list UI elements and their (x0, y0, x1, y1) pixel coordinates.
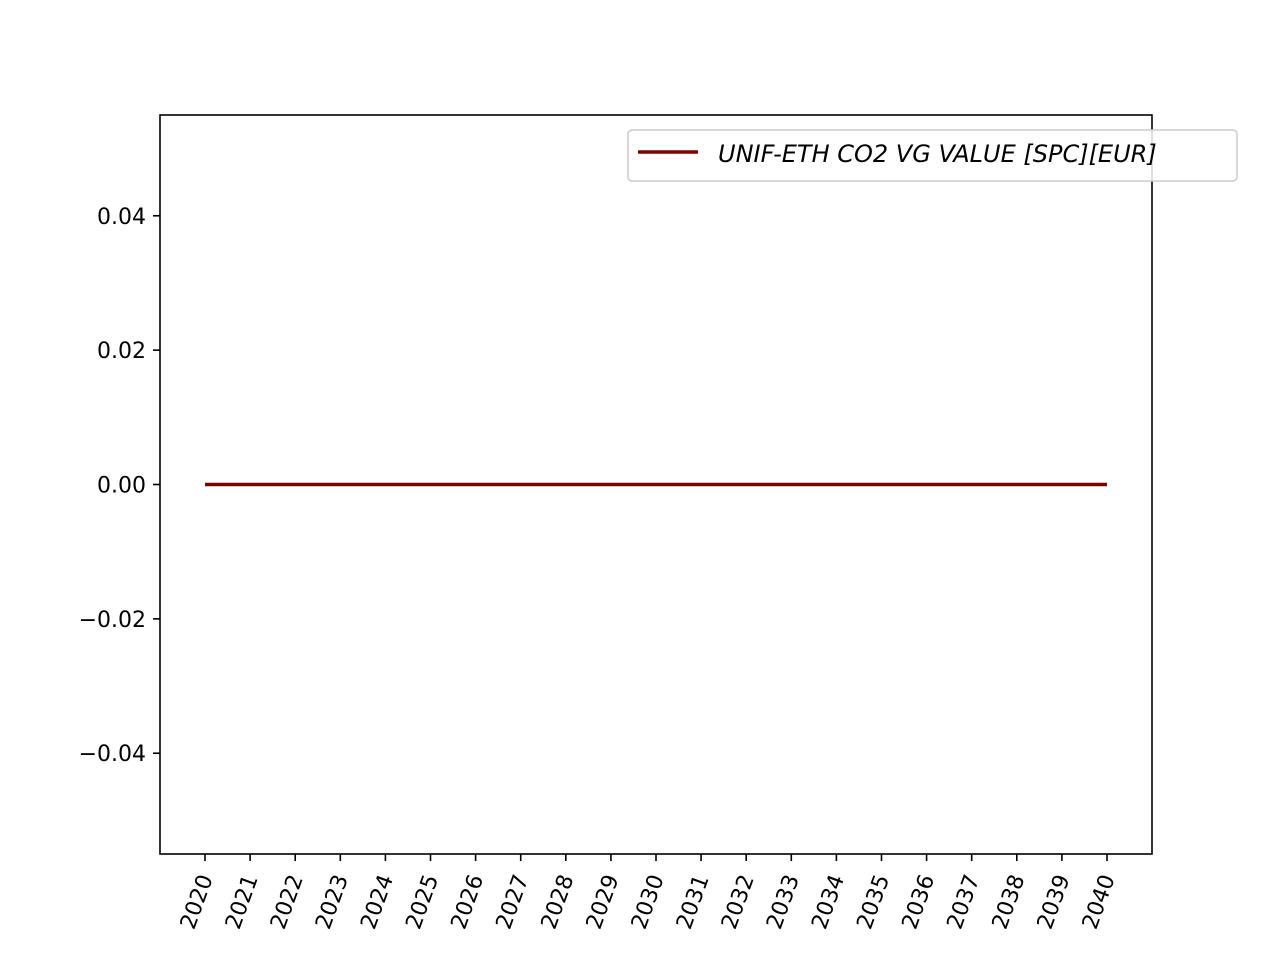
x-tick-label: 2034 (807, 872, 850, 933)
x-tick-label: 2028 (537, 872, 580, 933)
y-tick-label: 0.04 (97, 205, 146, 230)
x-tick-label: 2038 (988, 872, 1031, 933)
y-tick-label: −0.04 (79, 742, 146, 767)
x-tick-label: 2021 (221, 872, 264, 933)
x-tick-label: 2022 (266, 872, 309, 933)
x-tick-label: 2027 (492, 872, 535, 933)
x-tick-label: 2030 (627, 872, 670, 933)
x-tick-label: 2039 (1033, 872, 1076, 933)
legend: UNIF-ETH CO2 VG VALUE [SPC][EUR] (627, 129, 1238, 182)
x-tick-label: 2033 (762, 872, 805, 933)
x-tick-label: 2036 (898, 872, 941, 933)
x-tick-label: 2029 (582, 872, 625, 933)
x-tick-label: 2023 (311, 872, 354, 933)
legend-box (627, 129, 1238, 182)
y-tick-label: −0.02 (79, 608, 146, 633)
y-tick-label: 0.02 (97, 339, 146, 364)
x-tick-label: 2040 (1078, 872, 1121, 933)
y-axis: 0.04 0.02 0.00 −0.02 −0.04 (79, 205, 160, 767)
x-tick-label: 2026 (447, 872, 490, 933)
x-tick-label: 2037 (943, 872, 986, 933)
x-axis: 2020 2021 2022 2023 2024 2025 2026 2027 2028 2029… (176, 854, 1121, 933)
legend-label: UNIF-ETH CO2 VG VALUE [SPC][EUR] (718, 140, 1157, 168)
x-tick-label: 2032 (717, 872, 760, 933)
x-tick-label: 2025 (401, 872, 444, 933)
x-tick-label: 2031 (672, 872, 715, 933)
x-tick-label: 2020 (176, 872, 219, 933)
plot-frame (159, 114, 1153, 855)
y-tick-label: 0.00 (97, 474, 146, 499)
x-tick-label: 2024 (356, 872, 399, 933)
x-tick-label: 2035 (852, 872, 895, 933)
